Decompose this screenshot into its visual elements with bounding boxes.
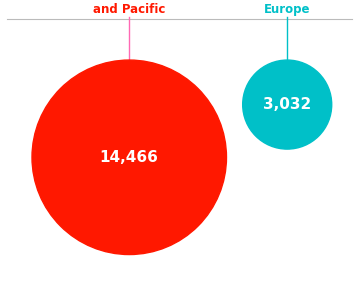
Text: East Asia
and Pacific: East Asia and Pacific: [93, 0, 165, 16]
Text: 3,032: 3,032: [263, 97, 311, 112]
Text: Europe: Europe: [264, 3, 311, 16]
Ellipse shape: [32, 60, 227, 255]
Ellipse shape: [243, 60, 332, 149]
Text: 14,466: 14,466: [100, 150, 159, 165]
